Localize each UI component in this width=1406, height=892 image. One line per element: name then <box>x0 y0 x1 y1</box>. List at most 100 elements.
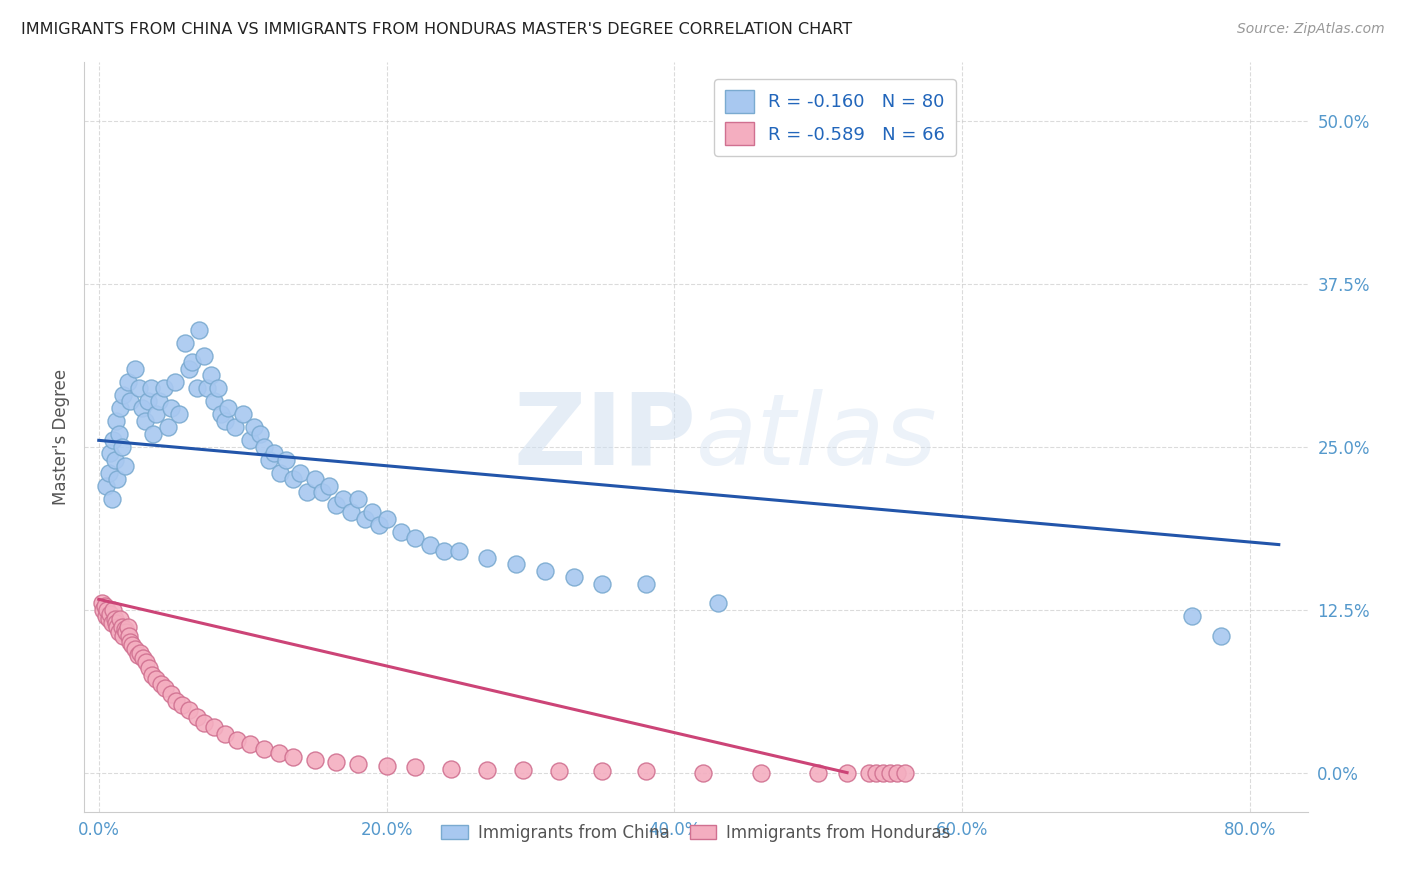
Point <box>207 381 229 395</box>
Point <box>163 375 186 389</box>
Point <box>181 355 204 369</box>
Point <box>389 524 412 539</box>
Point <box>91 603 114 617</box>
Point <box>692 765 714 780</box>
Text: Source: ZipAtlas.com: Source: ZipAtlas.com <box>1237 22 1385 37</box>
Point <box>132 651 155 665</box>
Point <box>90 596 112 610</box>
Point <box>159 688 181 702</box>
Point <box>186 709 208 723</box>
Point <box>129 646 152 660</box>
Point <box>375 511 398 525</box>
Point <box>97 612 120 626</box>
Point <box>105 414 128 428</box>
Point <box>214 726 236 740</box>
Point <box>835 765 858 780</box>
Point <box>107 472 129 486</box>
Point <box>404 531 426 545</box>
Point <box>112 629 135 643</box>
Point <box>253 440 276 454</box>
Point <box>269 466 291 480</box>
Point <box>239 737 262 751</box>
Point <box>112 388 135 402</box>
Point <box>281 472 304 486</box>
Point <box>253 742 276 756</box>
Point <box>115 624 138 639</box>
Text: atlas: atlas <box>696 389 938 485</box>
Text: ZIP: ZIP <box>513 389 696 485</box>
Point <box>98 607 121 621</box>
Point <box>94 479 117 493</box>
Point <box>361 505 384 519</box>
Point <box>139 381 162 395</box>
Point <box>159 401 181 415</box>
Point <box>1181 609 1204 624</box>
Point <box>202 720 225 734</box>
Point <box>108 426 131 441</box>
Point <box>152 381 174 395</box>
Point <box>193 349 215 363</box>
Y-axis label: Master's Degree: Master's Degree <box>52 369 70 505</box>
Point <box>281 750 304 764</box>
Point <box>127 648 149 663</box>
Point <box>807 765 830 780</box>
Point <box>249 426 271 441</box>
Point <box>120 635 142 649</box>
Point <box>209 407 232 421</box>
Point <box>872 765 894 780</box>
Point <box>893 765 915 780</box>
Point <box>193 716 215 731</box>
Point <box>447 544 470 558</box>
Point <box>108 624 131 639</box>
Point <box>124 361 146 376</box>
Point <box>202 394 225 409</box>
Point <box>98 446 121 460</box>
Point <box>865 765 887 780</box>
Point <box>304 472 326 486</box>
Point <box>179 361 201 376</box>
Point <box>297 485 319 500</box>
Point <box>477 763 499 777</box>
Point <box>166 694 188 708</box>
Point <box>142 426 165 441</box>
Point <box>886 765 908 780</box>
Point <box>375 759 398 773</box>
Point <box>591 576 613 591</box>
Point <box>93 599 115 613</box>
Point <box>304 753 326 767</box>
Point <box>101 603 124 617</box>
Point <box>224 420 246 434</box>
Point <box>325 755 347 769</box>
Point <box>136 394 159 409</box>
Point <box>232 407 254 421</box>
Point <box>858 765 880 780</box>
Point <box>879 765 901 780</box>
Point <box>634 576 657 591</box>
Point <box>156 420 179 434</box>
Point <box>354 511 377 525</box>
Point <box>103 453 125 467</box>
Point <box>368 518 391 533</box>
Point <box>263 446 285 460</box>
Point <box>131 401 153 415</box>
Point <box>110 401 132 415</box>
Point <box>188 322 211 336</box>
Point <box>138 661 160 675</box>
Point <box>105 615 128 630</box>
Point <box>96 603 118 617</box>
Point <box>274 453 297 467</box>
Point <box>120 394 142 409</box>
Point <box>97 466 120 480</box>
Point <box>339 505 361 519</box>
Point <box>440 762 463 776</box>
Point <box>103 612 125 626</box>
Point <box>243 420 266 434</box>
Point <box>1211 629 1233 643</box>
Point <box>548 764 571 779</box>
Point <box>124 641 146 656</box>
Point <box>118 629 141 643</box>
Point <box>325 499 347 513</box>
Point <box>100 615 122 630</box>
Point <box>346 491 368 506</box>
Point <box>634 764 657 779</box>
